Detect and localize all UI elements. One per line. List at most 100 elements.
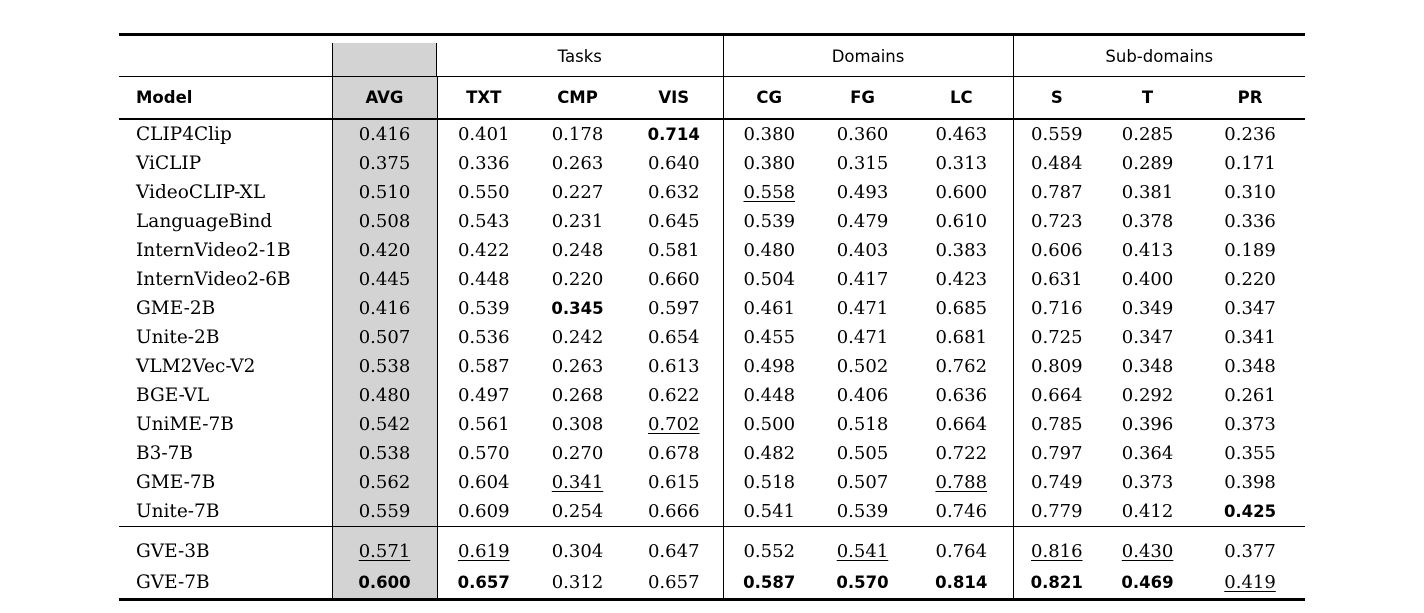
metric-cell: 0.561 xyxy=(457,414,510,435)
metric-cell: 0.631 xyxy=(1012,265,1101,294)
avg-cell: 0.542 xyxy=(331,410,438,439)
metric-cell: 0.347 xyxy=(1224,298,1276,319)
metric-cell: 0.606 xyxy=(1012,236,1101,265)
metric-cell: 0.360 xyxy=(836,124,889,145)
table-row: GVE-7B 0.600 0.657 0.312 0.657 0.587 0.5… xyxy=(119,567,1305,600)
col-header-avg: AVG xyxy=(331,76,438,120)
metric-cell: 0.645 xyxy=(647,211,700,232)
table-row: GME-2B 0.416 0.539 0.345 0.597 0.461 0.4… xyxy=(119,294,1305,323)
metric-cell: 0.347 xyxy=(1121,327,1174,348)
metric-cell: 0.539 xyxy=(722,207,815,236)
metric-cell: 0.396 xyxy=(1121,414,1174,435)
group-header-row: Tasks Domains Sub-domains xyxy=(119,34,1306,77)
metric-cell: 0.518 xyxy=(836,414,889,435)
col-header-s: S xyxy=(1012,76,1101,120)
col-header-t: T xyxy=(1100,76,1196,120)
metric-cell: 0.764 xyxy=(935,541,988,562)
model-name: GME-7B xyxy=(136,472,216,493)
metric-cell: 0.403 xyxy=(836,240,889,261)
metric-cell: 0.749 xyxy=(1012,468,1101,497)
metric-cell: 0.455 xyxy=(722,323,815,352)
metric-cell: 0.552 xyxy=(722,526,815,567)
metric-cell: 0.448 xyxy=(457,269,510,290)
metric-cell: 0.559 xyxy=(1012,119,1101,149)
metric-cell: 0.723 xyxy=(1012,207,1101,236)
table-row: VideoCLIP-XL 0.510 0.550 0.227 0.632 0.5… xyxy=(119,178,1305,207)
metric-cell: 0.816 xyxy=(1012,526,1101,567)
metric-cell: 0.355 xyxy=(1224,443,1276,464)
table-row: B3-7B 0.538 0.570 0.270 0.678 0.482 0.50… xyxy=(119,439,1305,468)
avg-cell: 0.571 xyxy=(331,526,438,567)
col-header-cmp: CMP xyxy=(530,76,625,120)
metric-cell: 0.722 xyxy=(935,443,988,464)
metric-cell: 0.231 xyxy=(551,211,604,232)
model-name: VLM2Vec-V2 xyxy=(136,356,256,377)
metric-cell: 0.636 xyxy=(935,385,988,406)
metric-cell: 0.412 xyxy=(1100,497,1196,527)
metric-cell: 0.615 xyxy=(647,472,700,493)
metric-cell: 0.539 xyxy=(815,497,910,527)
metric-cell: 0.373 xyxy=(1121,472,1174,493)
metric-cell: 0.619 xyxy=(457,541,510,562)
metric-cell: 0.787 xyxy=(1012,178,1101,207)
metric-cell: 0.236 xyxy=(1224,124,1276,145)
table-row: GME-7B 0.562 0.604 0.341 0.615 0.518 0.5… xyxy=(119,468,1305,497)
metric-cell: 0.304 xyxy=(551,541,604,562)
group-header-subdomains: Sub-domains xyxy=(1012,34,1306,77)
avg-cell: 0.445 xyxy=(331,265,438,294)
metric-cell: 0.622 xyxy=(647,385,700,406)
model-name: VideoCLIP-XL xyxy=(136,182,266,203)
metric-cell: 0.539 xyxy=(457,298,510,319)
metric-cell: 0.479 xyxy=(836,211,889,232)
metric-cell: 0.469 xyxy=(1121,573,1174,592)
avg-cell: 0.508 xyxy=(331,207,438,236)
table-footer-section: GVE-3B 0.571 0.619 0.304 0.647 0.552 0.5… xyxy=(119,526,1305,600)
metric-cell: 0.381 xyxy=(1121,182,1174,203)
metric-cell: 0.348 xyxy=(1224,356,1276,377)
metric-cell: 0.664 xyxy=(1012,381,1101,410)
metric-cell: 0.654 xyxy=(647,327,700,348)
metric-cell: 0.657 xyxy=(457,573,510,592)
col-header-pr: PR xyxy=(1195,76,1306,120)
metric-cell: 0.248 xyxy=(551,240,604,261)
metric-cell: 0.336 xyxy=(457,153,510,174)
metric-cell: 0.398 xyxy=(1224,472,1276,493)
metric-cell: 0.430 xyxy=(1121,541,1174,562)
metric-cell: 0.463 xyxy=(935,124,988,145)
metric-cell: 0.543 xyxy=(457,211,510,232)
table-row: LanguageBind 0.508 0.543 0.231 0.645 0.5… xyxy=(119,207,1305,236)
col-header-fg: FG xyxy=(815,76,910,120)
empty-cell xyxy=(119,34,332,77)
group-header-tasks: Tasks xyxy=(437,34,723,77)
model-name: GVE-3B xyxy=(136,541,210,562)
metric-cell: 0.681 xyxy=(935,327,988,348)
metric-cell: 0.497 xyxy=(457,385,510,406)
metric-cell: 0.570 xyxy=(457,443,510,464)
metric-cell: 0.448 xyxy=(722,381,815,410)
model-name: CLIP4Clip xyxy=(136,124,232,145)
metric-cell: 0.814 xyxy=(935,573,988,592)
avg-cell: 0.559 xyxy=(331,497,438,527)
model-name: GME-2B xyxy=(136,298,216,319)
col-header-model: Model xyxy=(119,76,332,120)
metric-cell: 0.336 xyxy=(1224,211,1276,232)
metric-cell: 0.597 xyxy=(647,298,700,319)
metric-cell: 0.310 xyxy=(1224,182,1276,203)
metric-cell: 0.178 xyxy=(551,124,604,145)
metric-cell: 0.779 xyxy=(1012,497,1101,527)
metric-cell: 0.570 xyxy=(836,573,889,592)
metric-cell: 0.471 xyxy=(836,327,889,348)
avg-group-cell xyxy=(332,34,437,77)
metric-cell: 0.461 xyxy=(722,294,815,323)
metric-cell: 0.313 xyxy=(935,153,988,174)
metric-cell: 0.797 xyxy=(1012,439,1101,468)
benchmark-results-table: Tasks Domains Sub-domains Model AVG TXT … xyxy=(119,33,1306,601)
avg-cell: 0.510 xyxy=(331,178,438,207)
avg-cell: 0.480 xyxy=(331,381,438,410)
table-row: CLIP4Clip 0.416 0.401 0.178 0.714 0.380 … xyxy=(119,119,1305,149)
avg-cell: 0.416 xyxy=(331,294,438,323)
metric-cell: 0.484 xyxy=(1012,149,1101,178)
metric-cell: 0.666 xyxy=(625,497,723,527)
metric-cell: 0.541 xyxy=(722,497,815,527)
metric-cell: 0.714 xyxy=(647,125,700,144)
